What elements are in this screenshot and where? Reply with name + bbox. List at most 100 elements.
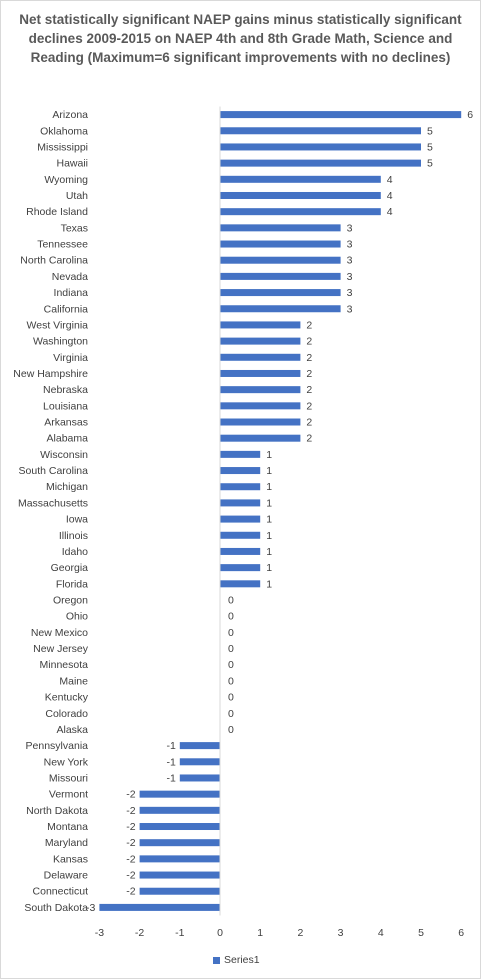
category-label: Rhode Island	[26, 206, 88, 218]
data-label: 3	[347, 303, 353, 315]
category-label: Texas	[61, 222, 88, 234]
category-label: North Dakota	[26, 805, 88, 817]
data-label: 3	[347, 222, 353, 234]
data-label: -2	[126, 837, 135, 849]
data-label: 1	[266, 562, 272, 574]
category-label: Virginia	[53, 352, 88, 364]
data-label: -1	[166, 740, 175, 752]
data-label: 1	[266, 514, 272, 526]
legend-label: Series1	[224, 954, 260, 966]
bar	[220, 547, 261, 555]
data-label: 0	[228, 659, 234, 671]
data-label: -1	[166, 756, 175, 768]
x-tick-label: 3	[338, 927, 344, 939]
legend-swatch	[213, 956, 220, 964]
data-label: 1	[266, 449, 272, 461]
bar	[220, 483, 261, 491]
category-label: South Dakota	[24, 902, 88, 914]
bar	[139, 887, 220, 895]
data-label: -2	[126, 789, 135, 801]
bar	[220, 531, 261, 539]
category-label: Montana	[47, 821, 88, 833]
category-label: Alaska	[56, 724, 88, 736]
data-label: 0	[228, 611, 234, 623]
data-label: -3	[86, 902, 95, 914]
category-label: Nebraska	[43, 384, 88, 396]
bar	[220, 434, 301, 442]
data-label: -2	[126, 886, 135, 898]
data-label: 2	[306, 433, 312, 445]
data-label: 0	[228, 643, 234, 655]
bar	[139, 871, 220, 879]
bar	[220, 191, 381, 199]
bar	[220, 321, 301, 329]
data-label: 3	[347, 287, 353, 299]
data-label: -2	[126, 853, 135, 865]
bar	[220, 143, 421, 151]
category-label: Alabama	[47, 433, 89, 445]
data-label: 5	[427, 141, 433, 153]
category-label: Minnesota	[40, 659, 89, 671]
bar	[220, 450, 261, 458]
bar	[139, 790, 220, 798]
data-label: 0	[228, 675, 234, 687]
data-label: 0	[228, 724, 234, 736]
category-label: New York	[44, 756, 89, 768]
bar	[220, 272, 341, 280]
category-label: California	[44, 303, 89, 315]
category-label: Iowa	[66, 514, 88, 526]
category-label: Wisconsin	[40, 449, 88, 461]
category-label: Hawaii	[56, 158, 88, 170]
data-label: 0	[228, 627, 234, 639]
category-label: Florida	[56, 578, 88, 590]
data-label: -1	[166, 772, 175, 784]
bar	[179, 774, 220, 782]
bar	[220, 240, 341, 248]
data-label: 2	[306, 352, 312, 364]
category-label: Ohio	[66, 611, 88, 623]
x-tick-label: 4	[378, 927, 384, 939]
category-label: Kansas	[53, 853, 88, 865]
category-label: Indiana	[54, 287, 89, 299]
data-label: 1	[266, 465, 272, 477]
data-label: 4	[387, 206, 393, 218]
category-label: Missouri	[49, 772, 88, 784]
category-label: Massachusetts	[18, 497, 88, 509]
category-label: Oregon	[53, 594, 88, 606]
bar	[139, 823, 220, 831]
bar	[220, 159, 421, 167]
x-tick-label: -1	[175, 927, 184, 939]
category-label: Illinois	[59, 530, 88, 542]
bar	[220, 289, 341, 297]
data-label: 5	[427, 125, 433, 137]
bar	[220, 224, 341, 232]
bar	[220, 386, 301, 394]
data-label: 2	[306, 368, 312, 380]
category-label: North Carolina	[20, 255, 88, 267]
data-label: 0	[228, 708, 234, 720]
data-label: 1	[266, 530, 272, 542]
x-tick-label: -3	[95, 927, 104, 939]
data-label: 1	[266, 546, 272, 558]
bar	[220, 305, 341, 313]
data-label: 0	[228, 692, 234, 704]
data-label: 3	[347, 255, 353, 267]
x-tick-label: 6	[458, 927, 464, 939]
bar	[220, 580, 261, 588]
bar	[220, 515, 261, 523]
x-tick-label: 1	[257, 927, 263, 939]
bar	[220, 337, 301, 345]
category-label: Tennessee	[37, 239, 88, 251]
bar	[220, 256, 341, 264]
data-label: 2	[306, 384, 312, 396]
bar	[139, 855, 220, 863]
category-label: Kentucky	[45, 692, 89, 704]
bar	[220, 369, 301, 377]
category-label: Maine	[59, 675, 88, 687]
x-tick-label: 2	[297, 927, 303, 939]
data-label: 1	[266, 481, 272, 493]
chart-title: Net statistically significant NAEP gains…	[19, 12, 462, 65]
data-label: 2	[306, 319, 312, 331]
data-label: 4	[387, 190, 393, 202]
